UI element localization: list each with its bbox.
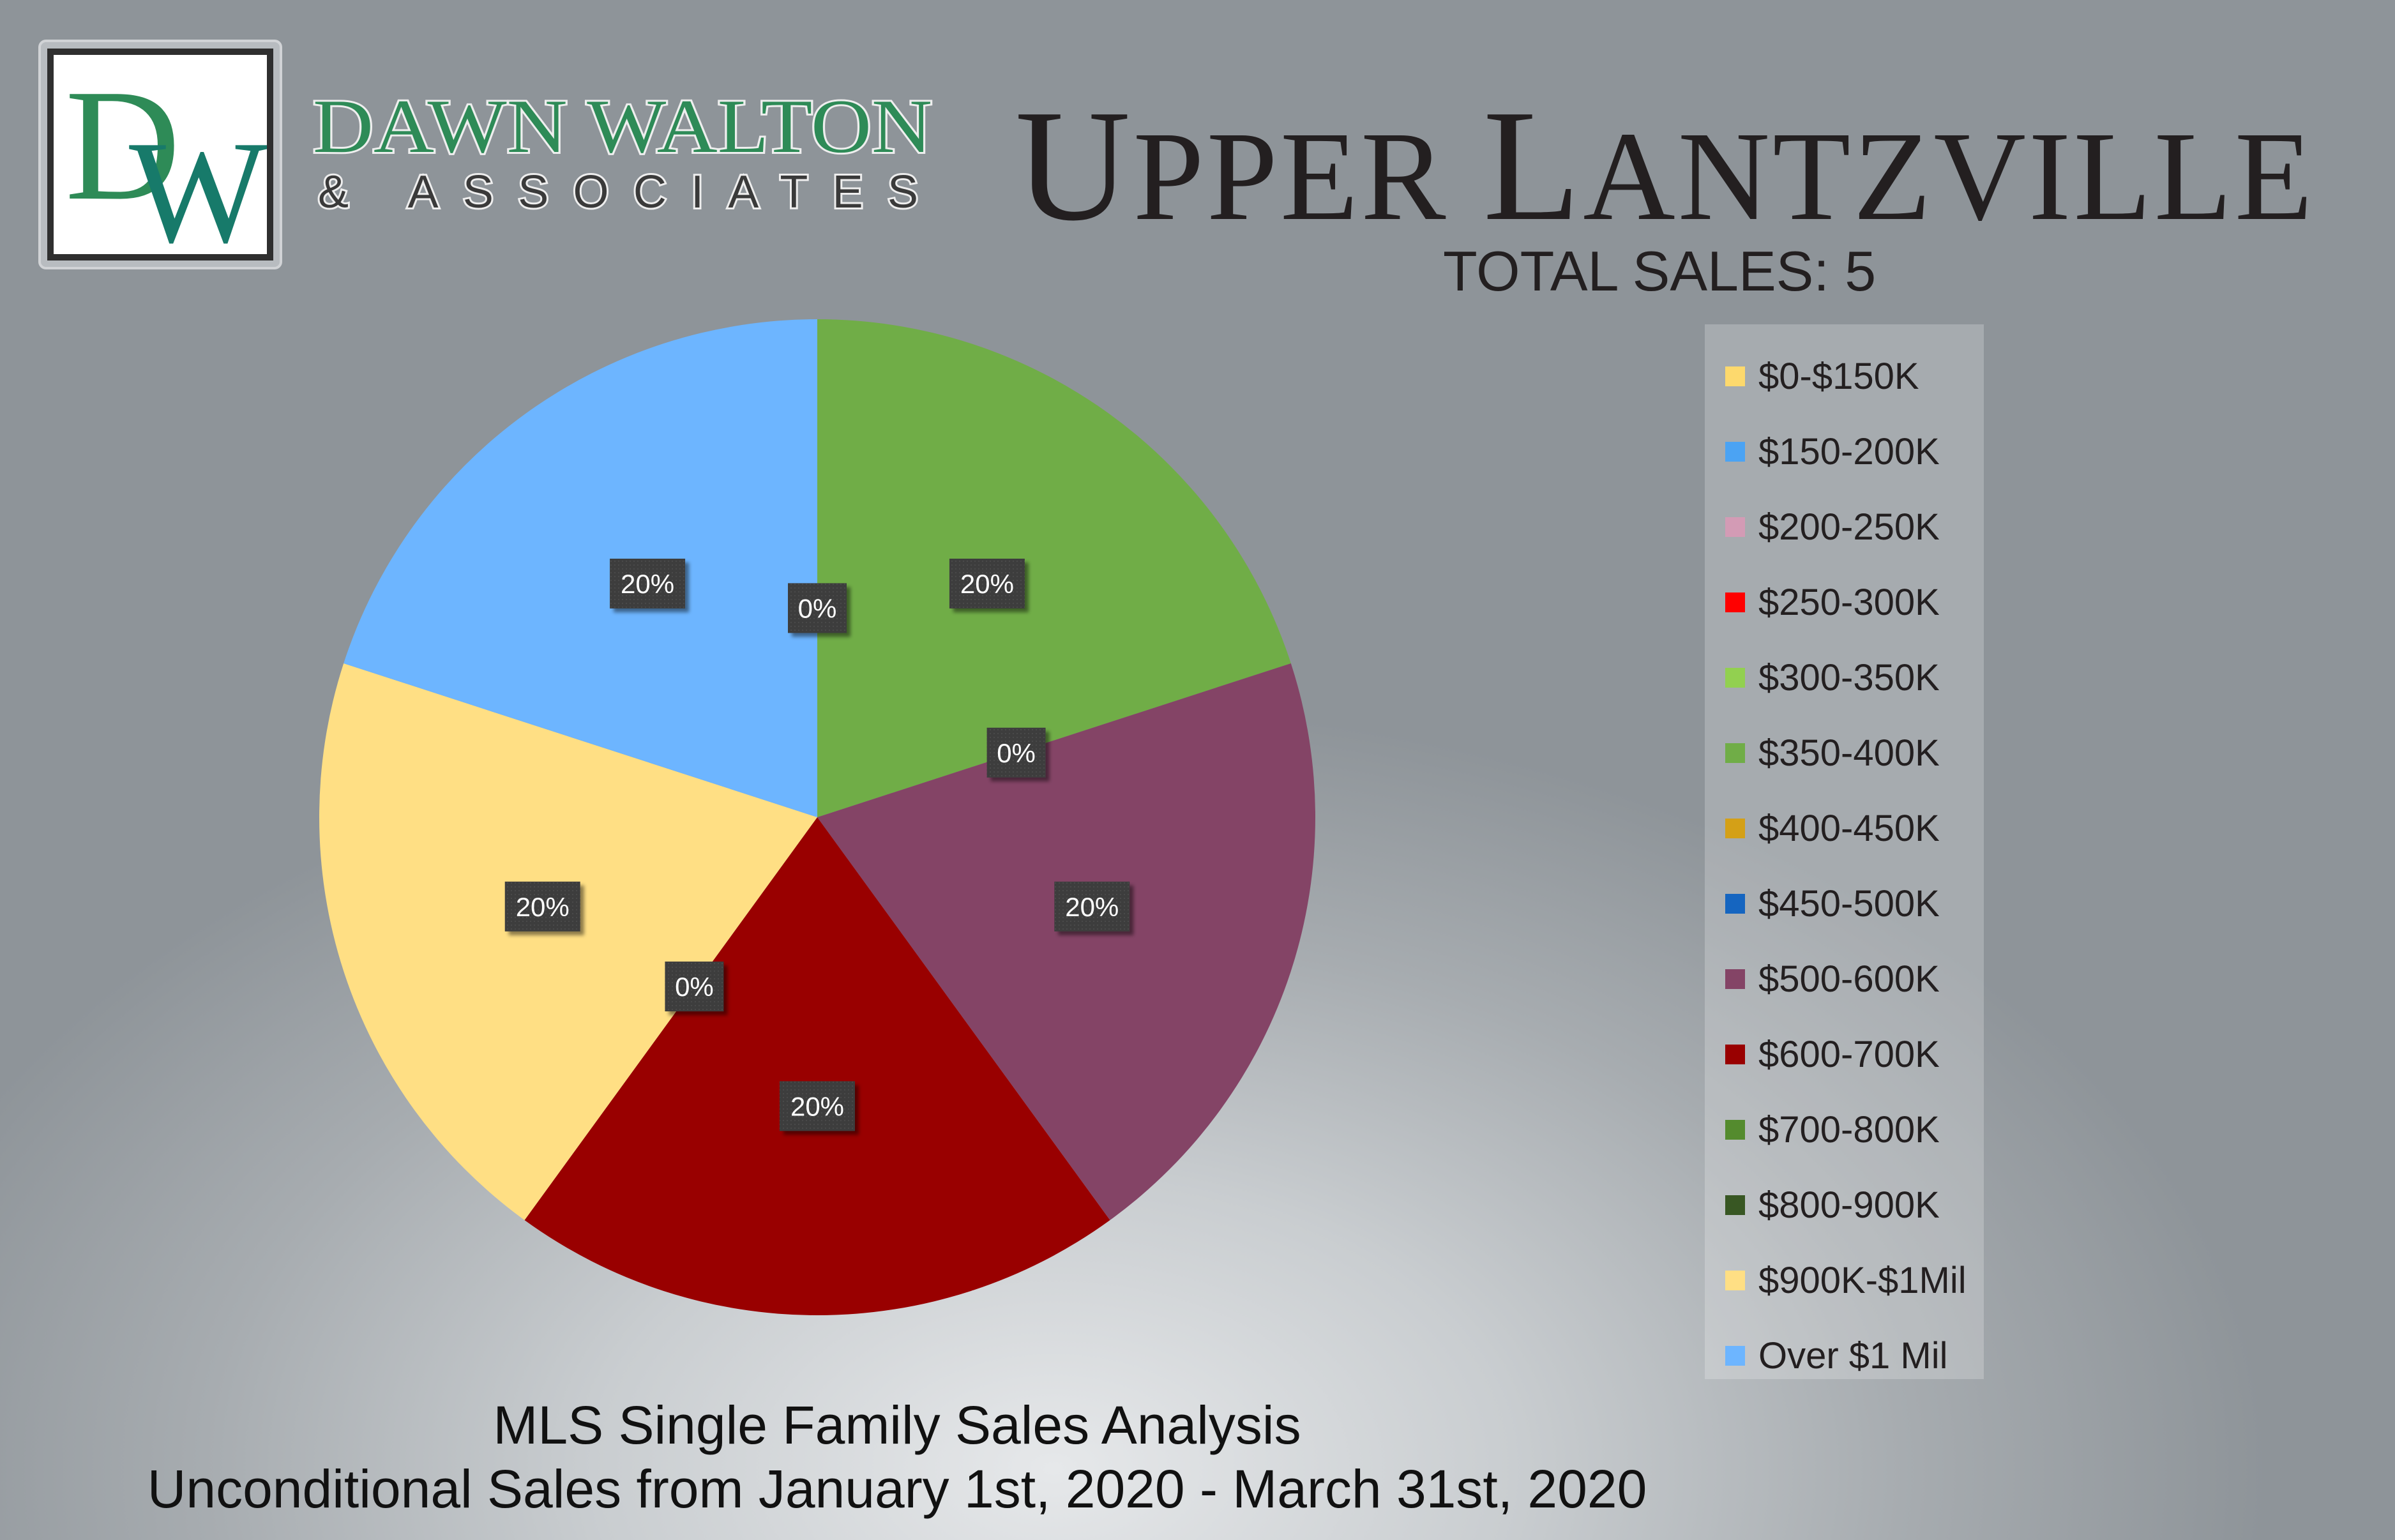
legend-swatch	[1725, 517, 1745, 537]
footer-date-range: Unconditional Sales from January 1st, 20…	[147, 1459, 1647, 1519]
data-label-box	[1054, 881, 1130, 932]
data-label-box	[986, 727, 1046, 778]
total-sales: TOTAL SALES: 5	[1443, 239, 1877, 303]
legend-swatch	[1725, 969, 1745, 989]
legend-item: Over $1 Mil	[1705, 1322, 1984, 1397]
legend-swatch	[1725, 593, 1745, 612]
legend-label: $350-400K	[1758, 732, 1940, 774]
legend-swatch	[1725, 1271, 1745, 1290]
data-label-text: 0%	[675, 972, 714, 1002]
pie-chart: 20% 0% 20% 20% 0% 20% 20% 0%	[306, 306, 1328, 1328]
page-title-text: PPER	[1133, 106, 1483, 247]
pie-slices	[319, 319, 1315, 1315]
data-label-box	[665, 962, 724, 1012]
data-label: 20%	[610, 559, 686, 609]
legend-swatch	[1725, 894, 1745, 914]
data-label-text: 20%	[960, 569, 1014, 599]
legend-label: $500-600K	[1758, 958, 1940, 1000]
svg-text:W: W	[129, 110, 267, 254]
pie-slice	[524, 817, 1110, 1315]
legend-swatch	[1725, 1045, 1745, 1064]
data-label: 20%	[780, 1081, 855, 1131]
footer-title: MLS Single Family Sales Analysis	[493, 1395, 1301, 1455]
data-label-text: 0%	[997, 738, 1036, 768]
data-label-text: 20%	[621, 569, 674, 599]
logo-badge: D W	[38, 40, 282, 269]
dw-monogram-icon: D W	[65, 57, 267, 254]
legend-label: $700-800K	[1758, 1109, 1940, 1151]
legend-label: $800-900K	[1758, 1184, 1940, 1226]
svg-text:D: D	[65, 57, 181, 234]
brand-wordmark: DAWN WALTON & ASSOCIATES	[306, 82, 945, 220]
legend-swatch	[1725, 1195, 1745, 1215]
legend-item: $350-400K	[1705, 719, 1984, 794]
legend-swatch	[1725, 743, 1745, 763]
legend-item: $800-900K	[1705, 1171, 1984, 1246]
data-label-text: 20%	[790, 1091, 844, 1121]
legend-label: $250-300K	[1758, 582, 1940, 623]
legend-swatch	[1725, 668, 1745, 688]
pie-slice	[319, 663, 817, 1221]
legend-label: $400-450K	[1758, 808, 1940, 849]
data-label: 20%	[504, 881, 580, 932]
legend-item: $150-200K	[1705, 418, 1984, 493]
data-label-text: 0%	[798, 593, 837, 623]
legend-label: $0-$150K	[1758, 356, 1919, 397]
pie-slice	[817, 319, 1291, 817]
data-label-box	[504, 881, 580, 932]
data-label-box	[788, 583, 847, 633]
data-label: 0%	[665, 962, 724, 1012]
pie-slice	[344, 319, 817, 817]
chart-legend: $0-$150K $150-200K $200-250K $250-300K $300-…	[1705, 324, 1984, 1379]
data-label: 0%	[986, 727, 1046, 778]
pie-data-labels: 20% 0% 20% 20% 0% 20% 20% 0%	[504, 559, 1130, 1131]
data-label-box	[949, 559, 1025, 609]
legend-item: $700-800K	[1705, 1096, 1984, 1171]
data-label-text: 20%	[1065, 892, 1119, 922]
pie-chart-svg: 20% 0% 20% 20% 0% 20% 20% 0%	[319, 319, 1315, 1315]
legend-label: $150-200K	[1758, 431, 1940, 472]
legend-item: $300-350K	[1705, 644, 1984, 719]
legend-swatch	[1725, 819, 1745, 838]
legend-item: $450-500K	[1705, 870, 1984, 945]
data-label: 20%	[1054, 881, 1130, 932]
legend-label: Over $1 Mil	[1758, 1335, 1948, 1377]
data-label: 20%	[949, 559, 1025, 609]
legend-swatch	[1725, 1120, 1745, 1140]
page-title-cap: U	[1015, 77, 1133, 254]
data-label-box	[610, 559, 686, 609]
legend-item: $250-300K	[1705, 568, 1984, 644]
legend-swatch	[1725, 442, 1745, 462]
legend-label: $200-250K	[1758, 506, 1940, 548]
brand-subtitle: & ASSOCIATES	[318, 167, 918, 217]
legend-item: $200-250K	[1705, 493, 1984, 568]
legend-swatch	[1725, 366, 1745, 386]
logo-monogram: D W	[47, 49, 273, 260]
pie-slice	[817, 663, 1315, 1221]
legend-item: $600-700K	[1705, 1020, 1984, 1096]
legend-swatch	[1725, 1346, 1745, 1366]
legend-item: $500-600K	[1705, 945, 1984, 1020]
brand-name: DAWN WALTON	[313, 89, 932, 169]
data-label-text: 20%	[516, 892, 570, 922]
data-label: 0%	[788, 583, 847, 633]
data-label-box	[780, 1081, 855, 1131]
legend-label: $300-350K	[1758, 657, 1940, 698]
legend-label: $450-500K	[1758, 883, 1940, 925]
legend-label: $900K-$1Mil	[1758, 1260, 1967, 1301]
legend-label: $600-700K	[1758, 1034, 1940, 1075]
legend-item: $400-450K	[1705, 794, 1984, 870]
legend-item: $900K-$1Mil	[1705, 1246, 1984, 1322]
legend-item: $0-$150K	[1705, 342, 1984, 418]
page-title: UPPER LANTZVILLE	[1015, 77, 2316, 254]
